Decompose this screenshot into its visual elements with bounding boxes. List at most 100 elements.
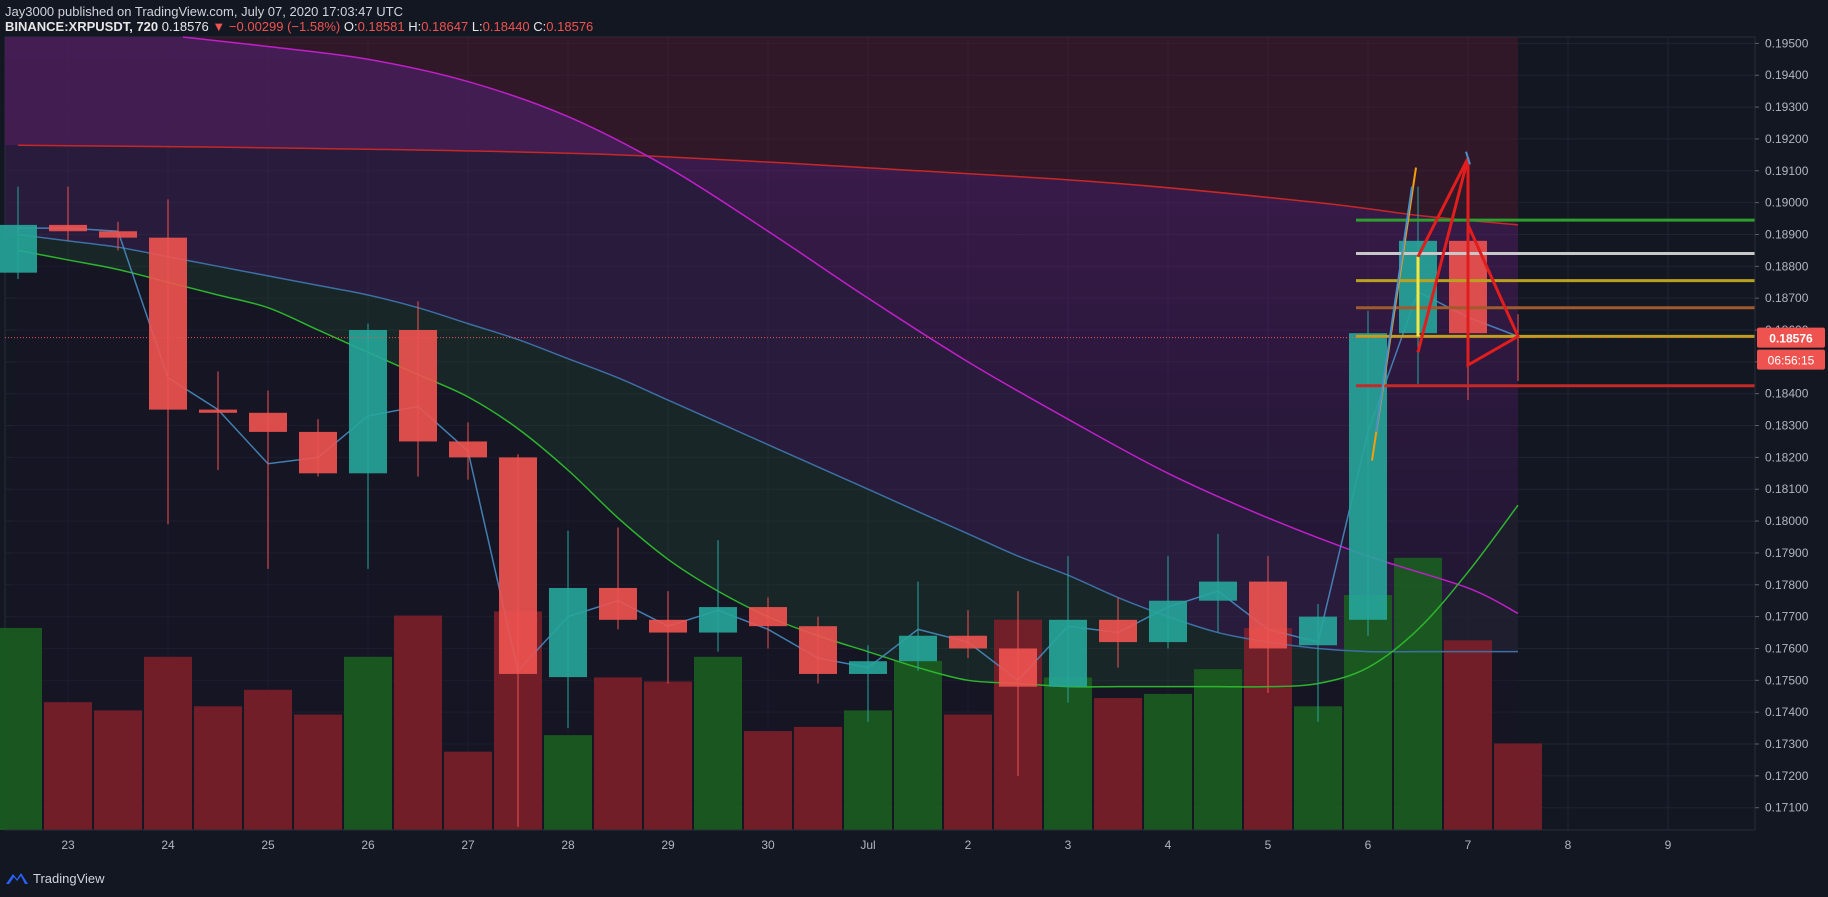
candle-body: [1299, 616, 1337, 646]
volume-bar: [594, 677, 642, 830]
volume-bar: [944, 714, 992, 830]
footer-brand-label: TradingView: [33, 870, 105, 886]
mid-band-fill: [5, 37, 1518, 652]
volume-bar: [294, 714, 342, 830]
open-value: 0.18581: [357, 19, 405, 34]
apex-mark: [1465, 151, 1471, 165]
price-tick-label: 0.18200: [1765, 450, 1809, 464]
candle-body: [1199, 581, 1237, 601]
candle-body: [649, 619, 687, 633]
candle-body: [1349, 333, 1387, 620]
low-label: L:: [471, 19, 483, 34]
volume-bar: [0, 627, 42, 830]
volume-bar: [694, 656, 742, 830]
candle-body: [49, 224, 87, 232]
volume-bar: [1144, 693, 1192, 830]
volume-bar: [644, 681, 692, 830]
volume-bar: [844, 710, 892, 830]
time-tick-label: 23: [61, 838, 75, 852]
time-tick-label: 24: [161, 838, 175, 852]
symbol-label[interactable]: BINANCE:XRPUSDT, 720: [5, 19, 159, 34]
candle-body: [199, 409, 237, 413]
time-tick-label: 27: [461, 838, 475, 852]
price-tick-label: 0.17800: [1765, 578, 1809, 592]
close-label: C:: [533, 19, 547, 34]
price-tags: 0.18576 06:56:15: [1757, 327, 1825, 370]
high-value: 0.18647: [421, 19, 469, 34]
candle-body: [349, 329, 387, 474]
price-tick-label: 0.17400: [1765, 705, 1809, 719]
volume-bar: [1094, 698, 1142, 830]
candle-body: [1249, 581, 1287, 649]
volume-bar: [194, 706, 242, 830]
ma-200-line: [17, 144, 1519, 226]
price-tick-label: 0.17100: [1765, 801, 1809, 815]
price-tick-label: 0.18100: [1765, 482, 1809, 496]
price-tick-label: 0.17300: [1765, 737, 1809, 751]
price-tick-label: 0.17700: [1765, 610, 1809, 624]
time-tick-label: 9: [1665, 838, 1672, 852]
last-price: 0.18576: [161, 19, 209, 34]
low-value: 0.18440: [482, 19, 530, 34]
time-axis[interactable]: 23 24 25 26 27 28 29 30 Jul 2 3 4 5 6 7 8 9: [5, 829, 1755, 852]
volume-bar: [544, 735, 592, 830]
candle-body: [0, 224, 37, 273]
candle-body: [599, 587, 637, 620]
price-tick-label: 0.19500: [1765, 36, 1809, 50]
time-tick-label: Jul: [860, 838, 875, 852]
volume-bar: [1194, 669, 1242, 830]
open-label: O:: [343, 19, 358, 34]
time-tick-label: 26: [361, 838, 375, 852]
volume-bar: [94, 710, 142, 830]
price-axis[interactable]: 0.19500 0.19400 0.19300 0.19200 0.19100 0.190…: [1754, 36, 1809, 830]
footer-brand[interactable]: TradingView: [5, 867, 105, 889]
red-triangle-right: [1466, 158, 1520, 368]
candle-body: [499, 457, 537, 674]
candle-body: [549, 587, 587, 678]
time-tick-label: 7: [1465, 838, 1472, 852]
candle-body: [849, 661, 887, 674]
time-tick-label: 3: [1065, 838, 1072, 852]
price-tick-label: 0.18000: [1765, 514, 1809, 528]
blue-trend-line: [1375, 186, 1413, 433]
volume-bar: [444, 751, 492, 830]
time-tick-label: 5: [1265, 838, 1272, 852]
change-value: −0.00299 (−1.58%): [228, 19, 341, 34]
candle-body: [1049, 619, 1087, 687]
candle-body: [999, 648, 1037, 687]
pattern-drawings[interactable]: [1371, 151, 1520, 461]
volume-bar: [244, 689, 292, 830]
time-tick-label: 30: [761, 838, 775, 852]
fast-band-fill: [18, 234, 1518, 687]
chart-header: Jay3000 published on TradingView.com, Ju…: [5, 4, 1405, 34]
price-tick-label: 0.18400: [1765, 387, 1809, 401]
tradingview-logo-icon: [6, 873, 28, 884]
candle-body: [299, 431, 337, 474]
time-tick-label: 25: [261, 838, 275, 852]
candles: [0, 186, 1537, 827]
volume-bars: [0, 557, 1542, 830]
candle-body: [1099, 619, 1137, 643]
candle-body: [249, 412, 287, 432]
volume-bar: [1294, 706, 1342, 830]
candle-body: [399, 329, 437, 442]
time-tick-label: 6: [1365, 838, 1372, 852]
price-tick-label: 0.17600: [1765, 641, 1809, 655]
ohlc-line: BINANCE:XRPUSDT, 720 0.18576 ▼ −0.00299 …: [5, 19, 1405, 34]
ma-slow-line: [182, 36, 1519, 615]
time-tick-label: 8: [1565, 838, 1572, 852]
time-tick-label: 4: [1165, 838, 1172, 852]
time-tick-label: 2: [965, 838, 972, 852]
countdown-tag: [1757, 349, 1825, 370]
volume-bar: [1044, 677, 1092, 830]
price-tick-label: 0.17900: [1765, 546, 1809, 560]
volume-bar: [344, 656, 392, 830]
volume-bar: [794, 726, 842, 830]
candle-body: [449, 441, 487, 458]
price-tick-label: 0.18700: [1765, 291, 1809, 305]
volume-bar: [1444, 640, 1492, 830]
price-tick-label: 0.18900: [1765, 227, 1809, 241]
candle-body: [749, 607, 787, 627]
volume-bar: [144, 656, 192, 830]
